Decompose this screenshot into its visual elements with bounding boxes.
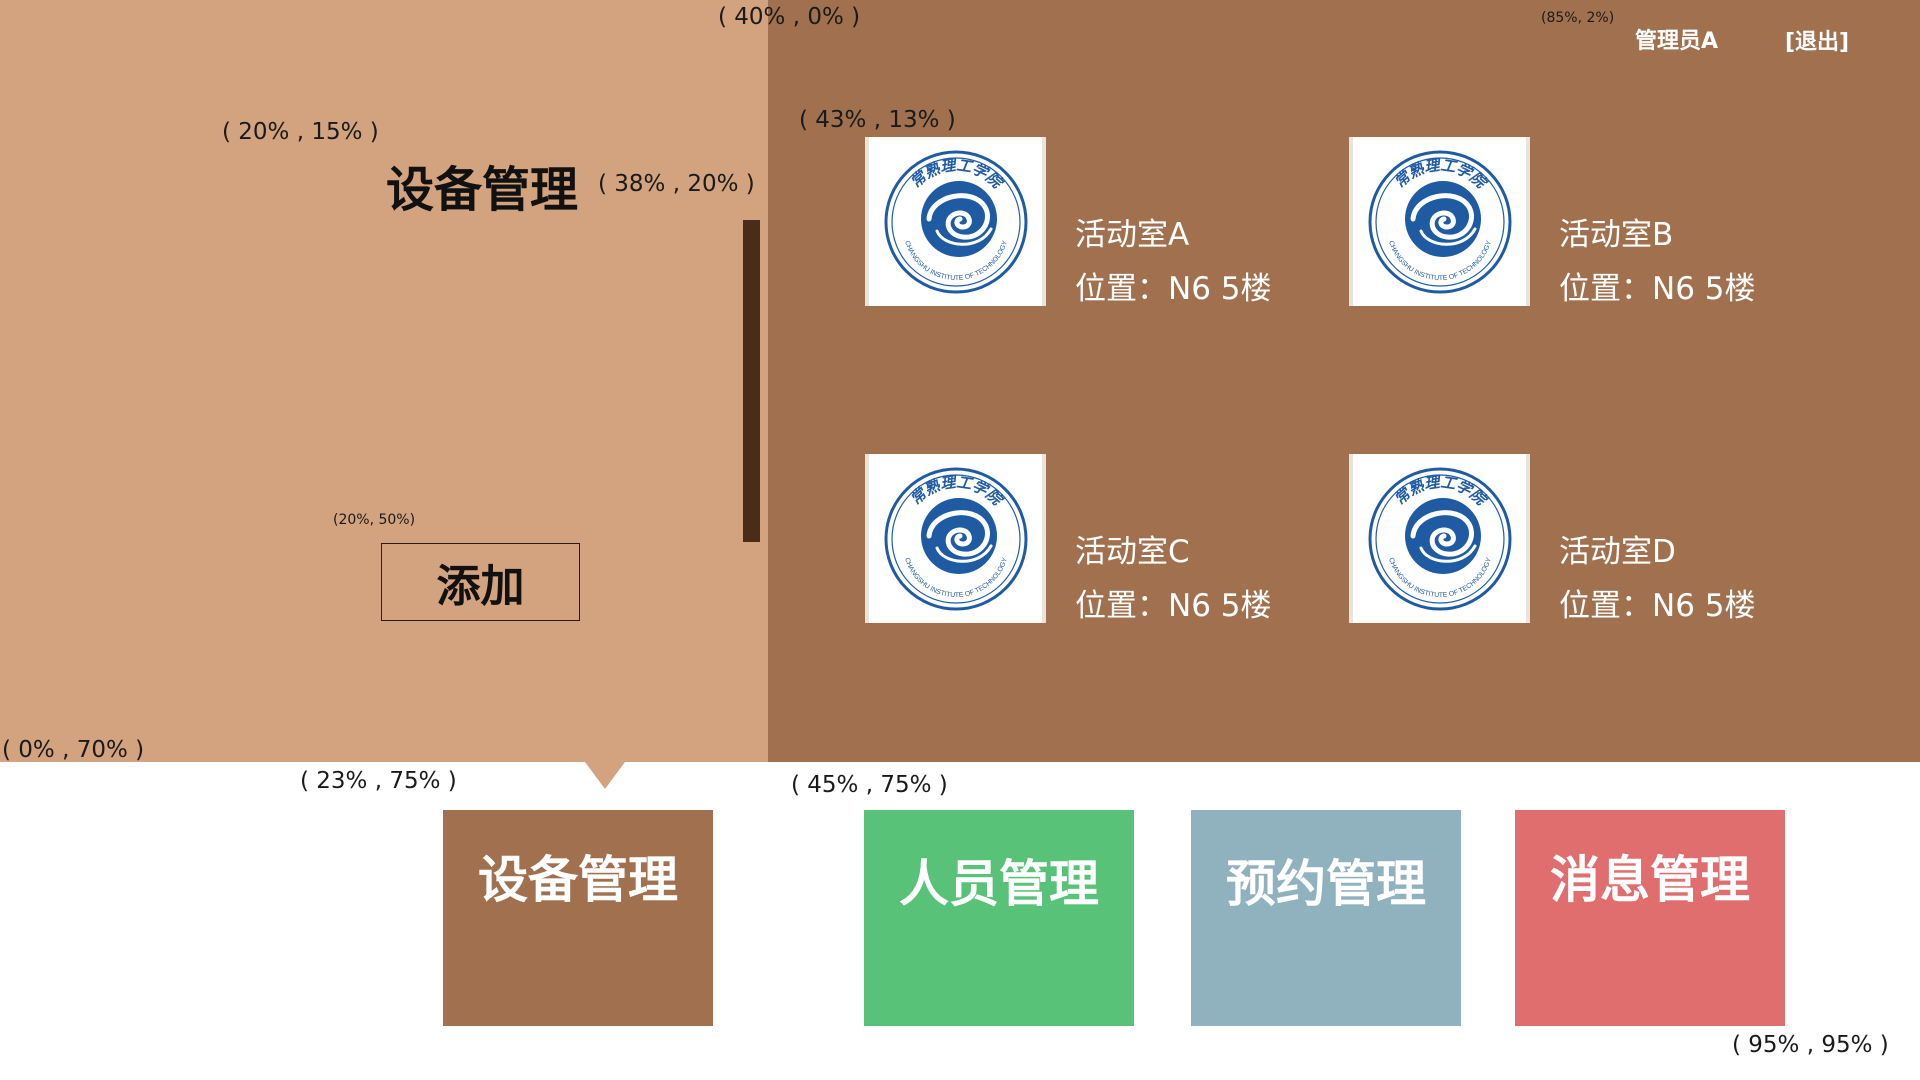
active-tab-pointer <box>585 762 625 789</box>
room-location: 位置：N6 5楼 <box>1559 588 1756 624</box>
coordinate-annotation: ( 95% , 95% ) <box>1732 1032 1889 1058</box>
room-name: 活动室B <box>1559 217 1674 253</box>
nav-tile-label: 预约管理 <box>1226 855 1426 913</box>
school-logo-icon <box>1365 147 1515 297</box>
school-logo-icon <box>1365 464 1515 614</box>
school-logo-icon <box>881 147 1031 297</box>
nav-tile-reservation-management[interactable]: 预约管理 <box>1191 810 1461 1026</box>
nav-tile-message-management[interactable]: 消息管理 <box>1515 810 1785 1026</box>
room-location: 位置：N6 5楼 <box>1075 588 1272 624</box>
room-card[interactable]: 活动室D 位置：N6 5楼 <box>1349 454 1789 629</box>
coordinate-annotation: ( 0% , 70% ) <box>2 737 145 763</box>
coordinate-annotation: ( 40% , 0% ) <box>718 4 861 30</box>
school-logo-image <box>865 454 1046 623</box>
side-panel <box>0 0 768 762</box>
room-name: 活动室A <box>1075 217 1190 253</box>
school-logo-image <box>865 137 1046 306</box>
coordinate-annotation: ( 43% , 13% ) <box>799 107 956 133</box>
coordinate-annotation: ( 45% , 75% ) <box>791 772 948 798</box>
nav-tile-label: 消息管理 <box>1550 851 1750 909</box>
coordinate-annotation: ( 38% , 20% ) <box>598 171 755 197</box>
coordinate-annotation: (20%, 50%) <box>333 512 416 528</box>
room-name: 活动室D <box>1559 534 1676 570</box>
coordinate-annotation: ( 23% , 75% ) <box>300 768 457 794</box>
school-logo-icon <box>881 464 1031 614</box>
nav-tile-device-management[interactable]: 设备管理 <box>443 810 713 1026</box>
add-button[interactable]: 添加 <box>381 543 580 621</box>
coordinate-annotation: ( 20% , 15% ) <box>222 119 379 145</box>
school-logo-image <box>1349 454 1530 623</box>
logout-link[interactable]: [退出] <box>1785 30 1850 55</box>
room-location: 位置：N6 5楼 <box>1559 271 1756 307</box>
admin-username: 管理员A <box>1635 29 1719 54</box>
scrollbar[interactable] <box>743 220 760 542</box>
room-card[interactable]: 活动室A 位置：N6 5楼 <box>865 137 1305 312</box>
nav-tile-staff-management[interactable]: 人员管理 <box>864 810 1134 1026</box>
content-panel <box>768 0 1920 762</box>
school-logo-image <box>1349 137 1530 306</box>
nav-tile-label: 设备管理 <box>478 851 678 909</box>
coordinate-annotation: (85%, 2%) <box>1541 10 1615 26</box>
room-location: 位置：N6 5楼 <box>1075 271 1272 307</box>
room-card[interactable]: 活动室C 位置：N6 5楼 <box>865 454 1305 629</box>
nav-tile-label: 人员管理 <box>899 855 1099 913</box>
room-card[interactable]: 活动室B 位置：N6 5楼 <box>1349 137 1789 312</box>
room-name: 活动室C <box>1075 534 1190 570</box>
page-title: 设备管理 <box>386 162 579 218</box>
